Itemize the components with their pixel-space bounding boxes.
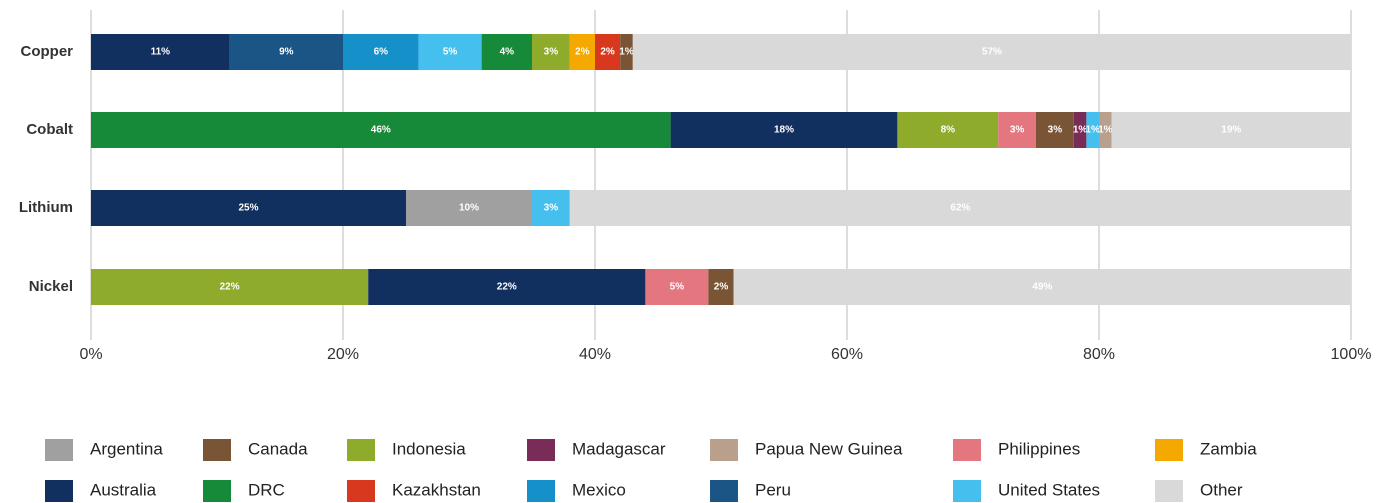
segment-label: 1% xyxy=(1098,125,1113,136)
bar-segment xyxy=(733,269,1351,305)
bar-segment xyxy=(343,34,419,70)
bar-segment xyxy=(1111,112,1351,148)
bar-segment xyxy=(91,34,230,70)
bar-segment xyxy=(569,190,1351,226)
bar-segment xyxy=(1099,112,1112,148)
segment-label: 18% xyxy=(774,125,794,136)
legend-swatch xyxy=(527,480,555,502)
segment-label: 1% xyxy=(1073,125,1088,136)
bar-segment xyxy=(708,269,734,305)
bar-segment xyxy=(1036,112,1074,148)
legend-swatch xyxy=(710,439,738,461)
bar-segment xyxy=(632,34,1351,70)
segment-label: 3% xyxy=(1048,125,1063,136)
legend-label: Kazakhstan xyxy=(392,480,481,499)
category-label: Cobalt xyxy=(26,121,73,138)
x-tick-label: 40% xyxy=(579,346,611,363)
segment-label: 22% xyxy=(220,282,240,293)
bar-segment xyxy=(998,112,1036,148)
bar-segment xyxy=(418,34,482,70)
bar-segment xyxy=(481,34,532,70)
segment-label: 2% xyxy=(575,47,590,58)
legend-label: Madagascar xyxy=(572,439,666,458)
segment-label: 2% xyxy=(600,47,615,58)
segment-label: 11% xyxy=(151,47,171,58)
bar-segment xyxy=(1073,112,1087,148)
legend-swatch xyxy=(953,480,981,502)
legend-label: Papua New Guinea xyxy=(755,439,903,458)
bar-segment xyxy=(532,190,570,226)
segment-label: 8% xyxy=(941,125,956,136)
legend-swatch xyxy=(45,480,73,502)
legend-swatch xyxy=(45,439,73,461)
bar-segment xyxy=(91,190,406,226)
x-tick-label: 20% xyxy=(327,346,359,363)
bar-segment xyxy=(406,190,532,226)
category-label: Nickel xyxy=(29,278,73,295)
bar-segment xyxy=(897,112,999,148)
bar-segment xyxy=(91,112,671,148)
segment-label: 3% xyxy=(544,47,559,58)
category-label: Copper xyxy=(21,43,74,60)
bar-segment xyxy=(368,269,646,305)
segment-label: 62% xyxy=(950,203,970,214)
legend-label: United States xyxy=(998,480,1100,499)
legend-swatch xyxy=(1155,439,1183,461)
segment-label: 22% xyxy=(497,282,517,293)
bar-segment xyxy=(532,34,570,70)
legend-swatch xyxy=(203,480,231,502)
segment-label: 5% xyxy=(670,282,685,293)
legend-swatch xyxy=(527,439,555,461)
legend-swatch xyxy=(347,439,375,461)
segment-label: 49% xyxy=(1032,282,1052,293)
legend-label: Indonesia xyxy=(392,439,466,458)
x-tick-label: 80% xyxy=(1083,346,1115,363)
legend-swatch xyxy=(347,480,375,502)
x-tick-label: 100% xyxy=(1331,346,1372,363)
segment-label: 1% xyxy=(1085,125,1100,136)
segment-label: 3% xyxy=(1010,125,1025,136)
segment-label: 4% xyxy=(500,47,515,58)
legend-label: Mexico xyxy=(572,480,626,499)
legend-swatch xyxy=(710,480,738,502)
segment-label: 3% xyxy=(544,203,559,214)
bar-segment xyxy=(569,34,595,70)
bar-segment xyxy=(645,269,709,305)
legend-label: Australia xyxy=(90,480,157,499)
segment-label: 5% xyxy=(443,47,458,58)
legend-swatch xyxy=(203,439,231,461)
bar-segment xyxy=(91,269,369,305)
segment-label: 46% xyxy=(371,125,391,136)
bar-segment xyxy=(229,34,343,70)
x-tick-label: 0% xyxy=(79,346,102,363)
segment-label: 6% xyxy=(374,47,389,58)
legend-label: Other xyxy=(1200,480,1243,499)
bar-segment xyxy=(670,112,898,148)
legend-label: Canada xyxy=(248,439,308,458)
bar-segment xyxy=(595,34,621,70)
legend-swatch xyxy=(953,439,981,461)
legend-swatch xyxy=(1155,480,1183,502)
segment-label: 2% xyxy=(714,282,729,293)
segment-label: 25% xyxy=(238,203,258,214)
segment-label: 19% xyxy=(1221,125,1241,136)
segment-label: 10% xyxy=(459,203,479,214)
x-tick-label: 60% xyxy=(831,346,863,363)
category-label: Lithium xyxy=(19,199,73,216)
legend-label: Philippines xyxy=(998,439,1080,458)
legend-label: Peru xyxy=(755,480,791,499)
segment-label: 57% xyxy=(982,47,1002,58)
segment-label: 1% xyxy=(619,47,634,58)
legend-label: DRC xyxy=(248,480,285,499)
bar-segment xyxy=(620,34,633,70)
segment-label: 9% xyxy=(279,47,294,58)
legend-label: Argentina xyxy=(90,439,163,458)
legend-label: Zambia xyxy=(1200,439,1257,458)
bar-segment xyxy=(1086,112,1099,148)
